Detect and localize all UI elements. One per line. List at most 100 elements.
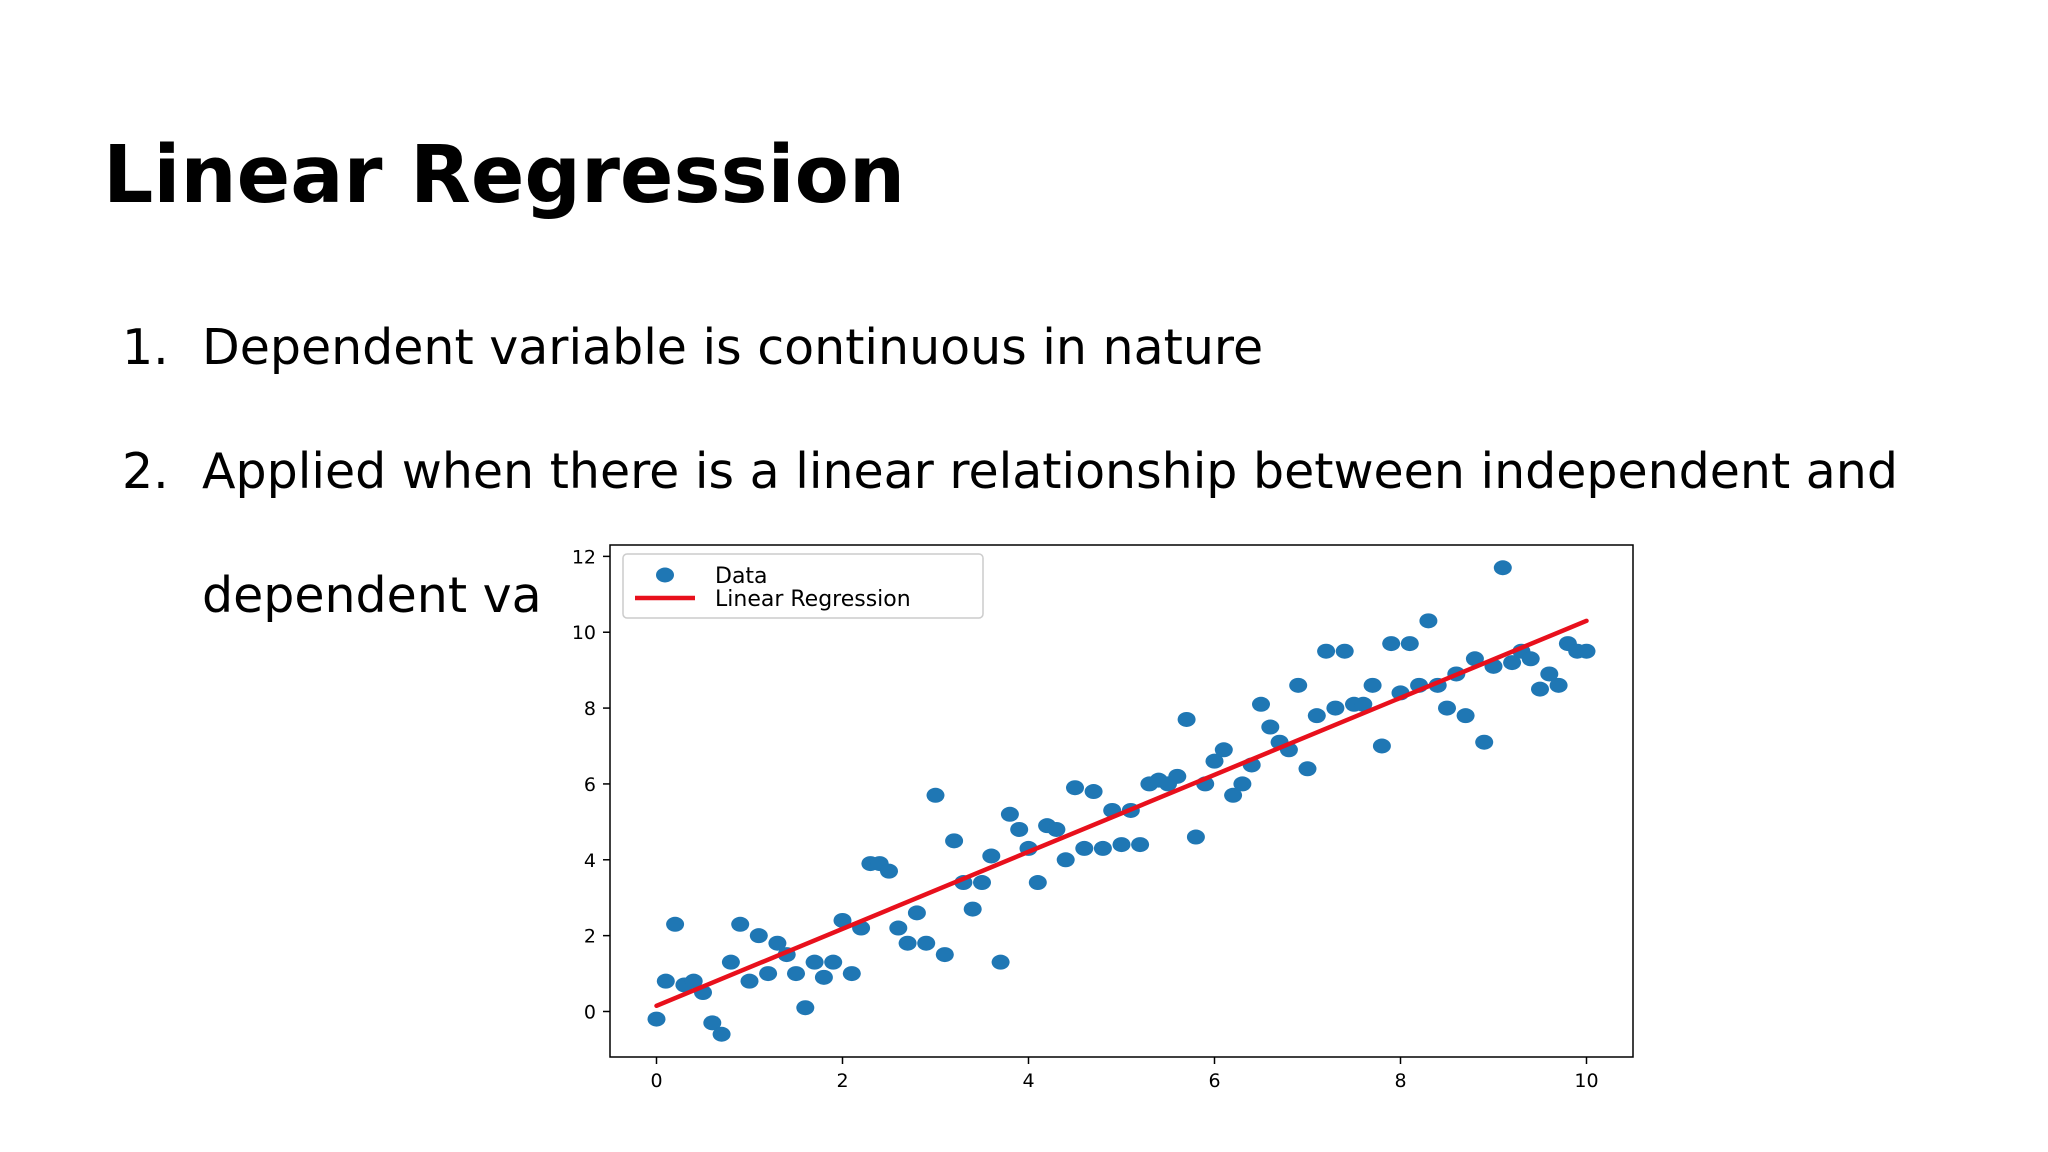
slide-title: Linear Regression (103, 129, 906, 221)
data-point (1112, 837, 1131, 853)
plot-area-frame (609, 544, 1634, 1058)
data-point (749, 928, 768, 944)
data-point (963, 901, 982, 917)
data-point (945, 833, 964, 849)
data-point (796, 1000, 815, 1016)
data-point (1326, 700, 1345, 716)
data-point (1419, 613, 1438, 629)
data-point (1521, 651, 1540, 667)
data-point (1335, 643, 1354, 659)
data-point (1224, 787, 1243, 803)
data-point (1028, 875, 1047, 891)
data-point (656, 973, 675, 989)
data-point (731, 916, 750, 932)
data-point (721, 954, 740, 970)
data-point (1475, 734, 1494, 750)
data-point (1456, 708, 1475, 724)
data-point (973, 875, 991, 891)
data-point (703, 1015, 722, 1031)
regression-chart: 0 2 4 6 8 10 0 2 4 6 8 10 12 Data Linear Regression (540, 535, 1650, 1095)
data-point (880, 863, 898, 879)
x-tick-label: 6 (1208, 1070, 1220, 1092)
bullet-number: 1. (122, 319, 169, 376)
y-tick-label: 12 (572, 546, 596, 568)
data-point (935, 947, 954, 963)
data-point (1186, 829, 1205, 845)
data-point (768, 935, 787, 951)
data-point (1214, 742, 1233, 758)
data-point (1010, 821, 1029, 837)
data-point (1131, 837, 1150, 853)
data-point (759, 966, 778, 982)
data-point (684, 973, 703, 989)
data-point (1307, 708, 1326, 724)
bullet-number: 2. (122, 443, 169, 500)
legend-label-line: Linear Regression (715, 587, 911, 612)
data-point (712, 1026, 731, 1042)
data-point (889, 920, 908, 936)
data-point (1205, 753, 1224, 769)
data-point (1075, 840, 1094, 856)
legend-marker-data (656, 567, 674, 583)
x-tick-label: 0 (650, 1070, 662, 1092)
legend-label-data: Data (715, 564, 768, 589)
data-point (1531, 681, 1549, 697)
y-tick-label: 4 (584, 850, 596, 872)
data-point (1363, 677, 1382, 693)
data-point (1168, 768, 1187, 784)
y-tick-label: 2 (584, 926, 596, 948)
data-point (991, 954, 1010, 970)
data-point (1056, 852, 1075, 868)
data-point (1503, 655, 1522, 671)
x-tick-label: 10 (1574, 1070, 1598, 1092)
data-point (1465, 651, 1484, 667)
bullet-text-continuation: dependent var (202, 567, 562, 624)
data-point (907, 905, 926, 921)
data-point (1047, 821, 1066, 837)
data-point (1066, 780, 1084, 796)
data-point (666, 916, 685, 932)
data-point (1549, 677, 1568, 693)
legend-box (622, 553, 984, 619)
data-point (1382, 636, 1401, 652)
data-point (982, 848, 1001, 864)
bullet-text: Applied when there is a linear relations… (202, 443, 1898, 500)
y-tick-label: 6 (584, 774, 596, 796)
x-tick-label: 8 (1394, 1070, 1406, 1092)
data-point (805, 954, 824, 970)
data-point (842, 966, 861, 982)
x-tick-label: 4 (1022, 1070, 1034, 1092)
data-point (1252, 696, 1270, 712)
regression-line (654, 618, 1589, 1009)
data-point (814, 969, 833, 985)
x-tick-label: 2 (836, 1070, 848, 1092)
data-point (917, 935, 936, 951)
data-point (1577, 643, 1596, 659)
data-point (926, 787, 945, 803)
data-point (740, 973, 759, 989)
data-point (1493, 560, 1512, 576)
data-point (787, 966, 805, 982)
data-point (647, 1011, 666, 1027)
data-point (1540, 666, 1559, 682)
data-point (1261, 719, 1280, 735)
y-tick-label: 10 (572, 622, 596, 644)
data-point (1000, 806, 1019, 822)
data-point (1354, 696, 1373, 712)
data-point (1084, 784, 1103, 800)
data-point (1438, 700, 1456, 716)
data-point (1372, 738, 1391, 754)
bullet-text: Dependent variable is continuous in natu… (202, 319, 1264, 376)
data-point (1177, 711, 1196, 727)
data-point (1233, 776, 1252, 792)
data-point (1400, 636, 1419, 652)
data-point (898, 935, 917, 951)
data-point (1317, 643, 1336, 659)
y-tick-label: 8 (584, 698, 596, 720)
data-point (1298, 761, 1317, 777)
data-point (824, 954, 843, 970)
data-point (833, 912, 852, 928)
data-point (1289, 677, 1308, 693)
y-tick-label: 0 (584, 1001, 596, 1023)
data-point (1093, 840, 1112, 856)
